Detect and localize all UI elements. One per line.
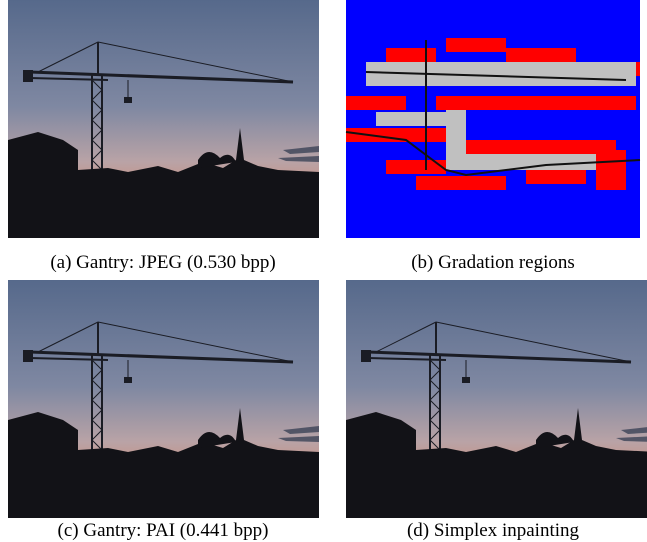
image-simplex-inpainting xyxy=(346,280,647,518)
figure-svg: (a) Gantry: JPEG (0.530 bpp) (b) Gradati… xyxy=(0,0,647,542)
caption: (b) Gradation regions xyxy=(411,252,575,273)
figure: (a) Gantry: JPEG (0.530 bpp) (b) Gradati… xyxy=(0,0,647,542)
image-jpeg xyxy=(8,0,319,238)
caption: (d) Simplex inpainting xyxy=(407,520,580,541)
image-pai xyxy=(8,280,319,518)
image-gradation-regions xyxy=(346,0,640,238)
caption: (c) Gantry: PAI (0.441 bpp) xyxy=(58,520,269,541)
caption: (a) Gantry: JPEG (0.530 bpp) xyxy=(50,252,275,273)
